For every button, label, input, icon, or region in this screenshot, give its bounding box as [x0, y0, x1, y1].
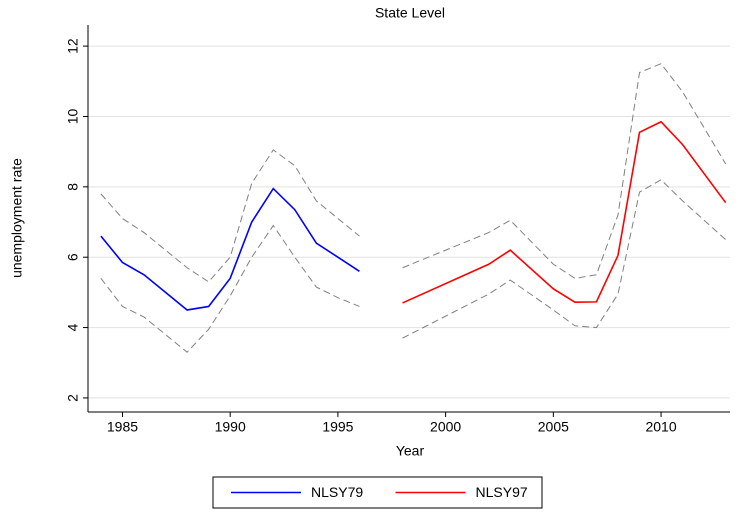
x-tick-label: 1985 [107, 419, 138, 435]
y-tick-label: 10 [65, 108, 81, 124]
band-lower [402, 179, 727, 339]
band-lower [100, 224, 360, 353]
x-axis-label: Year [396, 443, 425, 459]
band-upper [100, 149, 360, 283]
y-tick-label: 2 [65, 394, 81, 402]
series-line [402, 120, 727, 304]
y-tick-label: 6 [65, 253, 81, 261]
y-axis-label: unemployment rate [9, 158, 25, 278]
x-tick-label: 1995 [322, 419, 353, 435]
x-tick-label: 1990 [215, 419, 246, 435]
series-line [100, 187, 360, 311]
x-tick-label: 2005 [538, 419, 569, 435]
legend-label: NLSY79 [311, 484, 363, 500]
legend-label: NLSY97 [476, 484, 528, 500]
y-tick-label: 12 [65, 38, 81, 54]
x-tick-label: 2000 [430, 419, 461, 435]
y-tick-label: 4 [65, 323, 81, 331]
band-upper [402, 63, 727, 279]
x-tick-label: 2010 [645, 419, 676, 435]
y-tick-label: 8 [65, 183, 81, 191]
chart-title: State Level [375, 5, 445, 21]
